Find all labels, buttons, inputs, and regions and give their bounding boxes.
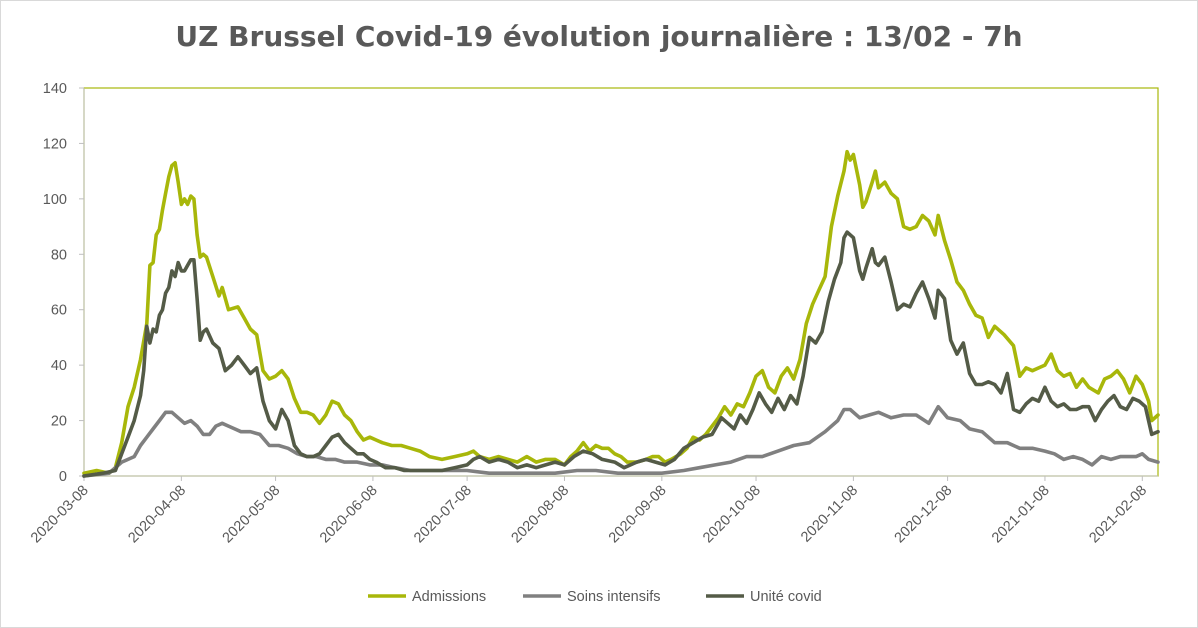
y-tick-label: 0 xyxy=(59,469,67,485)
plot-area xyxy=(83,87,1159,477)
x-tick-label: 2020-05-08 xyxy=(220,483,284,547)
series-line-unite-covid xyxy=(82,230,1160,478)
y-tick-label: 140 xyxy=(43,81,67,97)
x-axis: 2020-03-08 2020-04-08 2020-05-08 2020-06-08… xyxy=(28,475,1158,547)
x-tick-label: 2020-08-08 xyxy=(509,483,573,547)
y-tick-label: 40 xyxy=(51,358,67,374)
x-tick-label: 2020-06-08 xyxy=(317,483,381,547)
x-tick-label: 2020-09-08 xyxy=(606,483,670,547)
series-lines xyxy=(82,149,1160,478)
x-tick-label: 2021-01-08 xyxy=(989,483,1053,547)
x-tick-label: 2020-03-08 xyxy=(28,483,92,547)
x-tick-label: 2021-02-08 xyxy=(1086,483,1150,547)
x-tick-label: 2020-11-08 xyxy=(798,483,861,546)
y-tick-label: 20 xyxy=(51,414,67,430)
y-tick-label: 60 xyxy=(51,303,67,319)
y-tick-label: 120 xyxy=(43,136,67,152)
legend-label-unite-covid: Unité covid xyxy=(750,589,822,605)
plot-border xyxy=(83,87,1159,477)
x-tick-label: 2020-12-08 xyxy=(892,483,956,547)
chart-title: UZ Brussel Covid-19 évolution journalièr… xyxy=(175,20,1023,53)
x-tick-label: 2020-04-08 xyxy=(125,483,189,547)
y-tick-label: 80 xyxy=(51,247,67,263)
x-tick-label: 2020-10-08 xyxy=(700,483,764,547)
y-tick-label: 100 xyxy=(43,192,67,208)
legend: Admissions Soins intensifs Unité covid xyxy=(368,589,822,605)
series-line-soins-intensifs xyxy=(82,404,1160,478)
series-line-admissions xyxy=(82,149,1160,475)
y-axis: 0 20 40 60 80 100 120 140 xyxy=(43,81,85,485)
x-tick-label: 2020-07-08 xyxy=(411,483,475,547)
legend-label-admissions: Admissions xyxy=(412,589,486,605)
legend-label-soins-intensifs: Soins intensifs xyxy=(567,589,661,605)
